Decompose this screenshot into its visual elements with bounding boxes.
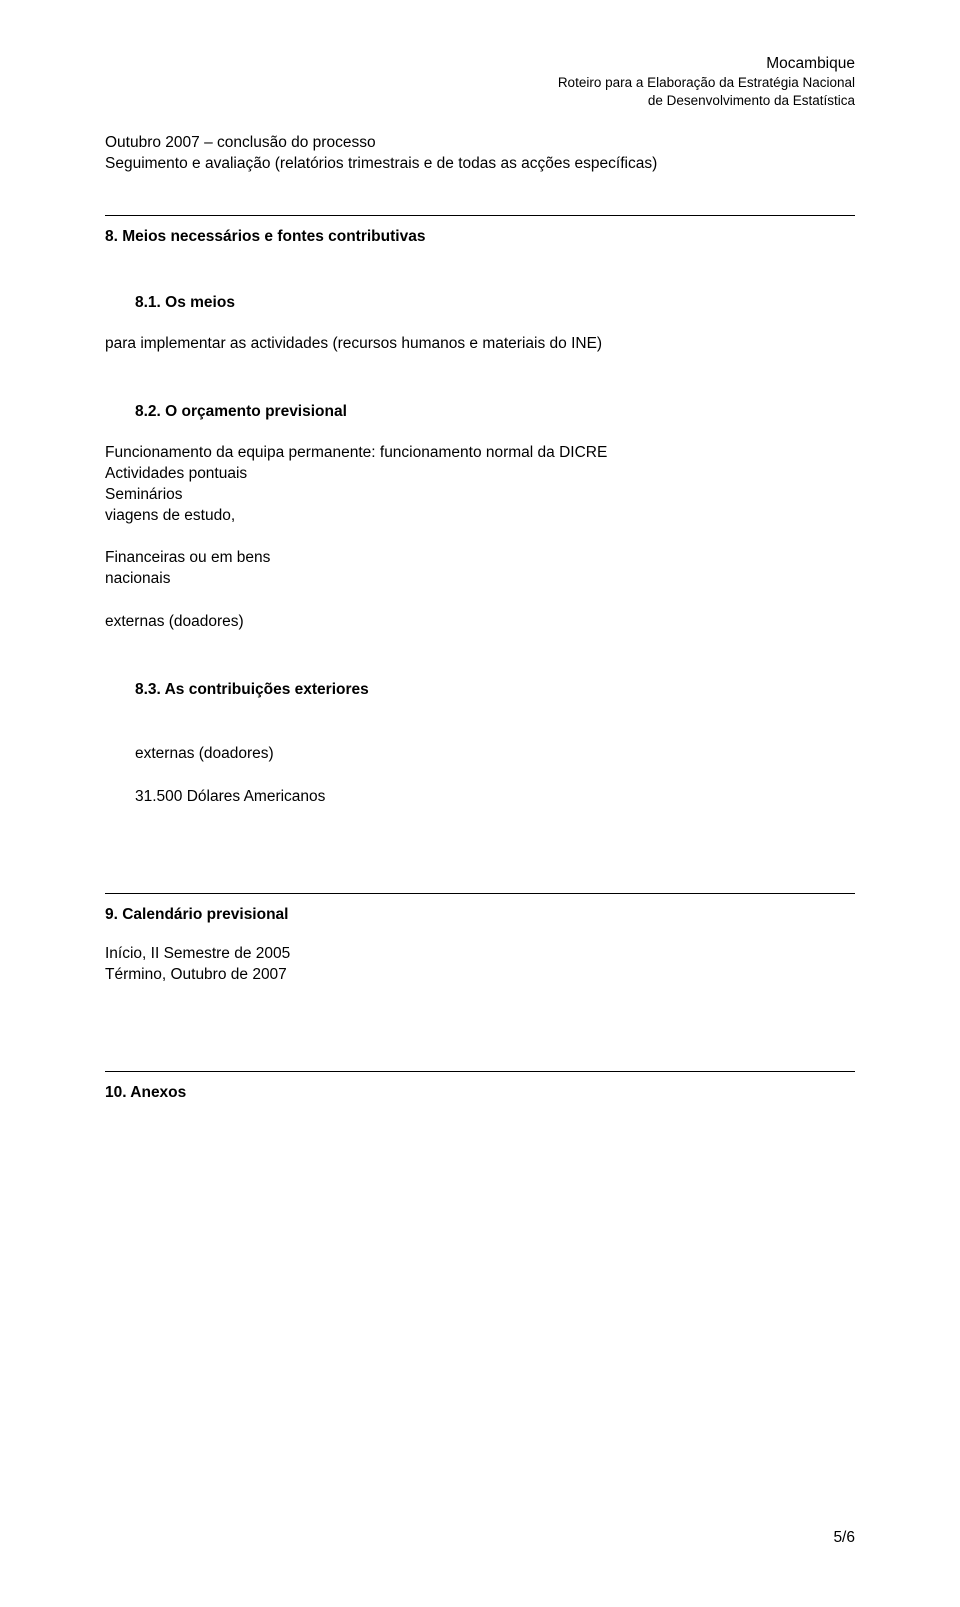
section-8: 8. Meios necessários e fontes contributi…	[105, 215, 855, 808]
header-subtitle-1: Roteiro para a Elaboração da Estratégia …	[558, 74, 855, 92]
section-8-2-block-a: Funcionamento da equipa permanente: func…	[105, 443, 855, 527]
text-line: Término, Outubro de 2007	[105, 965, 855, 986]
text-line: Actividades pontuais	[105, 464, 855, 485]
text-line: Seminários	[105, 485, 855, 506]
section-divider	[105, 215, 855, 216]
section-8-1-title: 8.1. Os meios	[135, 294, 855, 312]
text-line: viagens de estudo,	[105, 506, 855, 527]
intro-paragraph: Outubro 2007 – conclusão do processo Seg…	[105, 133, 855, 175]
section-8-3-line-1: externas (doadores)	[135, 744, 855, 765]
section-divider	[105, 1071, 855, 1072]
section-8-3-title: 8.3. As contribuições exteriores	[135, 681, 855, 699]
section-9-body: Início, II Semestre de 2005 Término, Out…	[105, 944, 855, 986]
text-line: Financeiras ou em bens	[105, 548, 855, 569]
section-8-3-line-2: 31.500 Dólares Americanos	[135, 787, 855, 808]
document-header: Mocambique Roteiro para a Elaboração da …	[558, 54, 855, 109]
section-8-2-title: 8.2. O orçamento previsional	[135, 403, 855, 421]
text-line: Início, II Semestre de 2005	[105, 944, 855, 965]
text-line: Funcionamento da equipa permanente: func…	[105, 443, 855, 464]
intro-line-2: Seguimento e avaliação (relatórios trime…	[105, 154, 855, 175]
section-9: 9. Calendário previsional Início, II Sem…	[105, 893, 855, 986]
intro-line-1: Outubro 2007 – conclusão do processo	[105, 133, 855, 154]
section-8-2-block-b: Financeiras ou em bens nacionais	[105, 548, 855, 590]
section-8-2-block-c: externas (doadores)	[105, 612, 855, 633]
section-8-title: 8. Meios necessários e fontes contributi…	[105, 228, 855, 246]
text-line: nacionais	[105, 569, 855, 590]
section-10: 10. Anexos	[105, 1071, 855, 1102]
section-10-title: 10. Anexos	[105, 1084, 855, 1102]
text-line: externas (doadores)	[105, 612, 855, 633]
section-divider	[105, 893, 855, 894]
section-8-1-text: para implementar as actividades (recurso…	[105, 334, 855, 355]
header-subtitle-2: de Desenvolvimento da Estatística	[558, 92, 855, 110]
page-number: 5/6	[833, 1529, 855, 1547]
section-9-title: 9. Calendário previsional	[105, 906, 855, 924]
header-country: Mocambique	[558, 54, 855, 74]
